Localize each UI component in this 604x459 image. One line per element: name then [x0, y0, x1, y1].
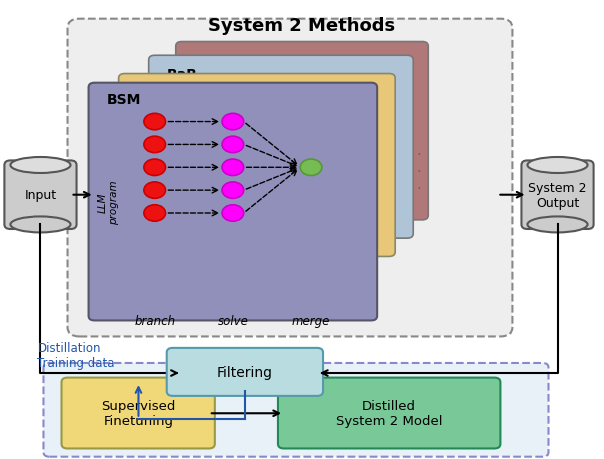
FancyBboxPatch shape	[4, 161, 77, 230]
Text: System 2 Methods: System 2 Methods	[208, 17, 396, 35]
FancyBboxPatch shape	[89, 84, 377, 321]
Text: CoT: CoT	[197, 58, 226, 73]
Circle shape	[179, 202, 196, 216]
Circle shape	[222, 137, 243, 153]
Text: ⋅
⋅
⋅: ⋅ ⋅ ⋅	[417, 146, 422, 195]
Circle shape	[222, 183, 243, 199]
Circle shape	[144, 114, 165, 130]
Text: LLM
program: LLM program	[98, 180, 119, 224]
Ellipse shape	[527, 217, 588, 233]
Text: solve: solve	[217, 314, 248, 327]
Text: Distillation
Training data: Distillation Training data	[37, 341, 115, 369]
Circle shape	[144, 205, 165, 222]
Text: RaR: RaR	[167, 67, 198, 82]
Circle shape	[257, 134, 275, 147]
Circle shape	[222, 114, 243, 130]
Ellipse shape	[527, 157, 588, 174]
FancyBboxPatch shape	[521, 161, 594, 230]
FancyBboxPatch shape	[62, 378, 215, 448]
FancyBboxPatch shape	[176, 42, 428, 220]
Circle shape	[300, 160, 322, 176]
Circle shape	[144, 183, 165, 199]
Text: re-write: re-write	[191, 104, 226, 113]
Ellipse shape	[10, 157, 71, 174]
Circle shape	[257, 179, 275, 193]
FancyBboxPatch shape	[278, 378, 500, 448]
Circle shape	[341, 157, 359, 170]
FancyBboxPatch shape	[167, 348, 323, 396]
Circle shape	[144, 137, 165, 153]
Text: System 2
Output: System 2 Output	[528, 181, 586, 209]
Text: merge: merge	[292, 314, 330, 327]
Text: branch: branch	[134, 314, 175, 327]
Circle shape	[222, 205, 243, 222]
Circle shape	[179, 134, 196, 147]
Circle shape	[179, 111, 196, 124]
Text: answer: answer	[269, 104, 301, 113]
Circle shape	[179, 179, 196, 193]
FancyBboxPatch shape	[149, 56, 413, 239]
Ellipse shape	[10, 217, 71, 233]
Circle shape	[222, 160, 243, 176]
FancyBboxPatch shape	[43, 363, 548, 457]
FancyBboxPatch shape	[68, 20, 512, 337]
Circle shape	[257, 202, 275, 216]
Text: Supervised
Finetuning: Supervised Finetuning	[101, 399, 176, 427]
Text: Distilled
System 2 Model: Distilled System 2 Model	[336, 399, 442, 427]
Circle shape	[179, 157, 196, 170]
Text: S2A: S2A	[137, 86, 167, 100]
Circle shape	[144, 160, 165, 176]
Text: BSM: BSM	[106, 93, 141, 106]
Circle shape	[257, 157, 275, 170]
Circle shape	[257, 111, 275, 124]
Text: Input: Input	[24, 189, 57, 202]
Text: Filtering: Filtering	[217, 365, 273, 379]
FancyBboxPatch shape	[118, 74, 395, 257]
